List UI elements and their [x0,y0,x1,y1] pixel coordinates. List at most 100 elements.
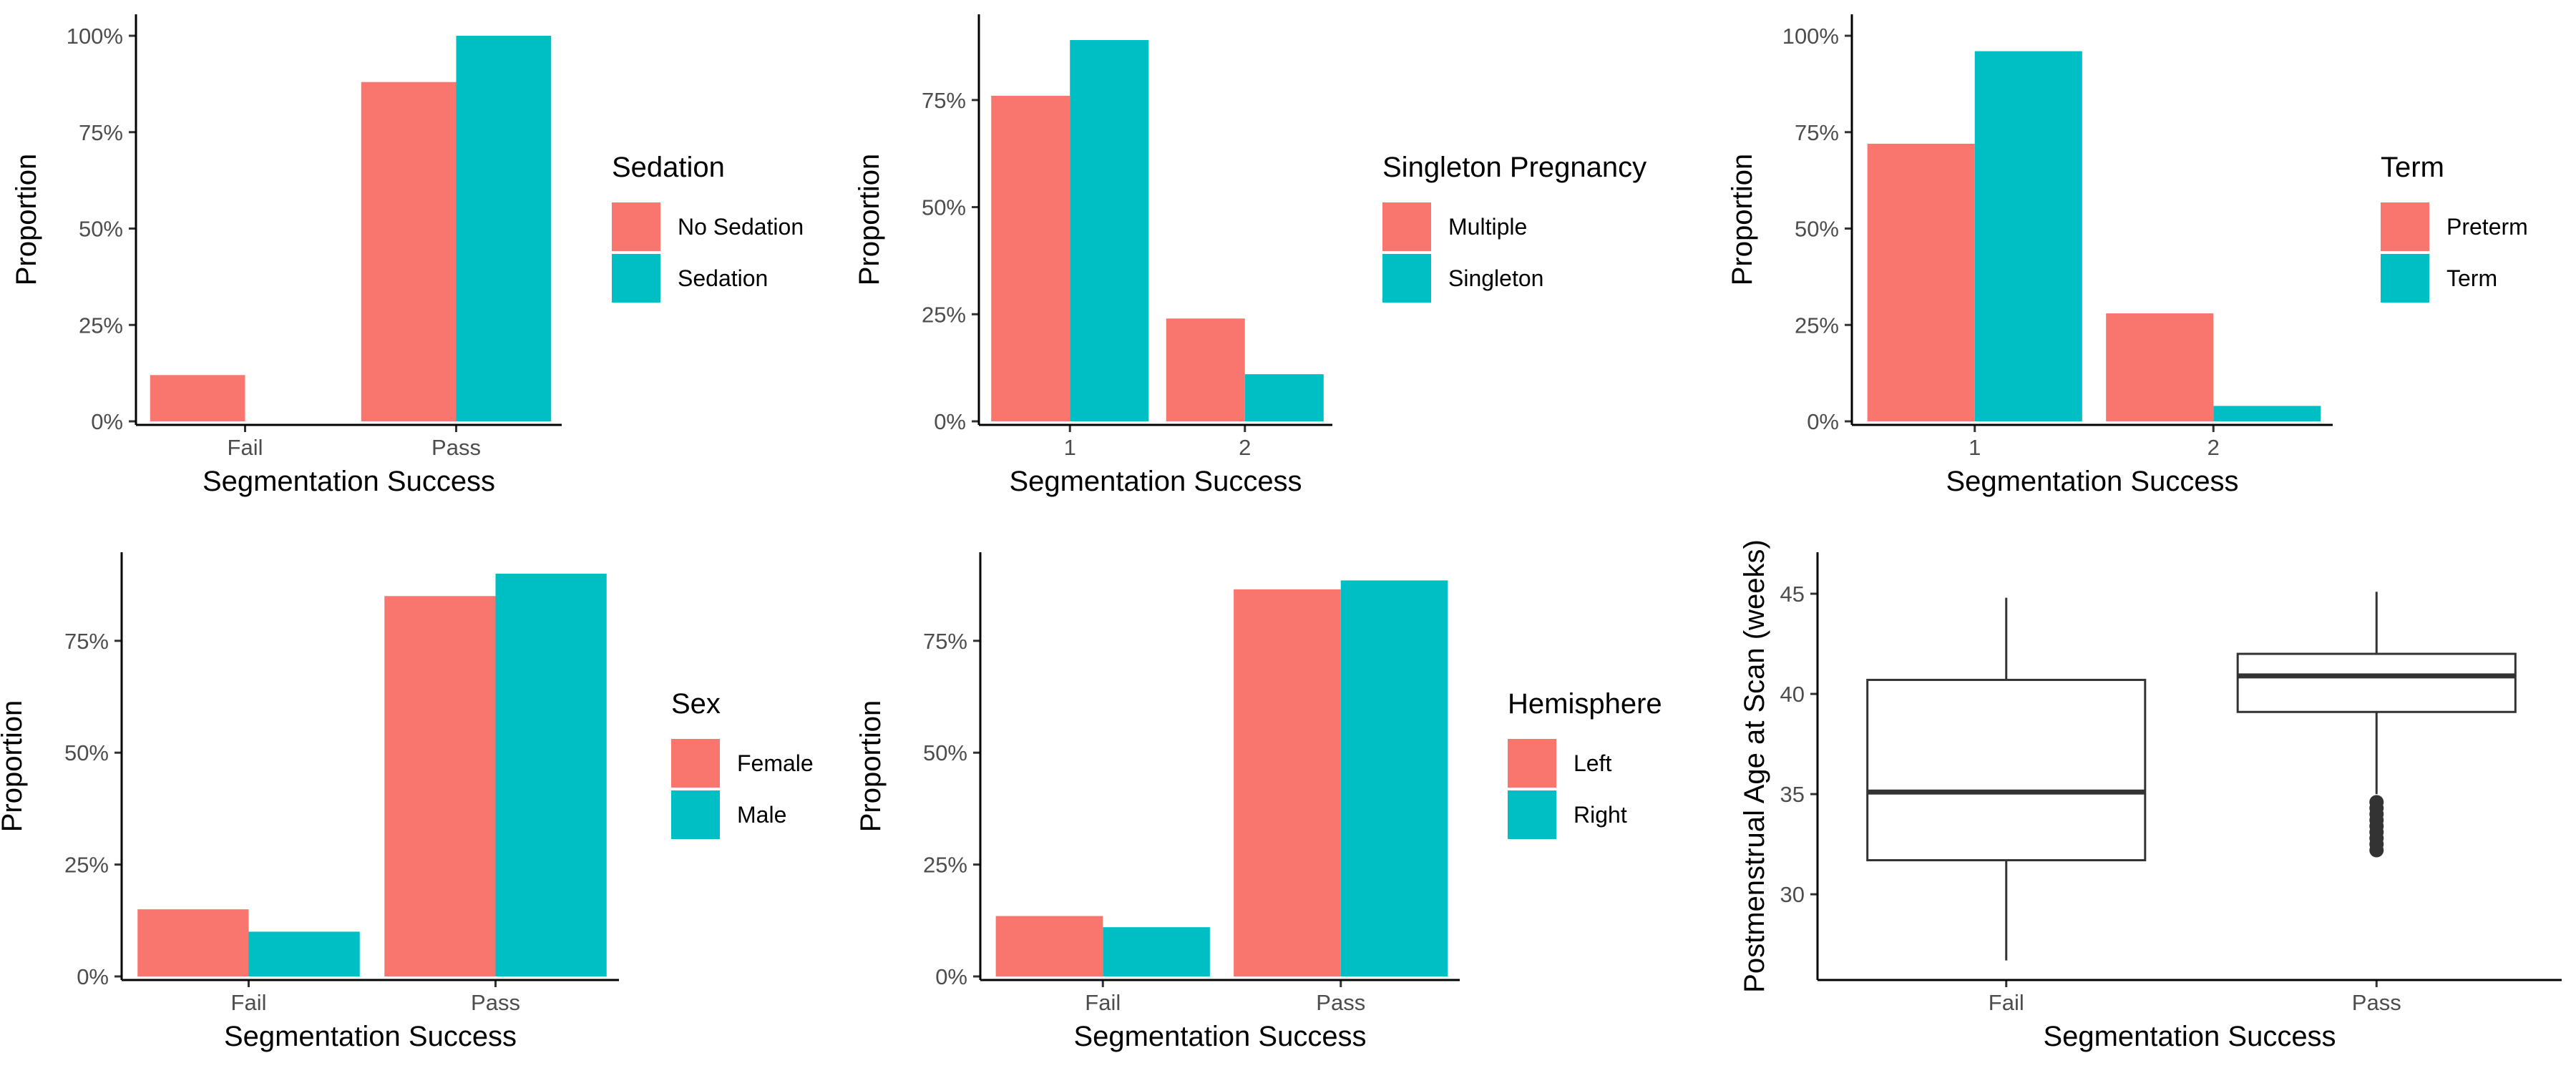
legend-label: Preterm [2446,214,2528,240]
y-tick-label: 75% [79,120,123,145]
x-tick-label: 2 [2207,435,2220,460]
legend-title: Sex [671,688,721,720]
y-tick-label: 25% [79,313,123,338]
x-tick-label: 1 [1064,435,1076,460]
legend-label: Male [737,802,786,828]
y-tick-label: 75% [64,629,109,654]
x-tick-label: Fail [231,990,267,1015]
y-tick-label: 75% [922,88,966,113]
legend-key-swatch [612,202,660,251]
legend-key-swatch [2381,202,2429,251]
y-axis-title: Proportion [1727,154,1758,286]
chart-panel-4: 0% 25% 50% 75% Fail Pass Segmentation Success P… [0,552,814,1052]
y-axis-title: Postmenstrual Age at Scan (weeks) [1739,539,1770,993]
bar-no-sedation-1 [361,82,457,422]
x-tick-label: Fail [228,435,263,460]
y-tick-label: 0% [91,409,123,434]
bar-left-1 [1234,589,1341,976]
y-tick-label: 0% [77,964,109,989]
y-tick-label: 50% [923,740,967,765]
y-tick-label: 100% [1782,24,1839,49]
bar-multiple-0 [991,95,1070,421]
y-tick-label: 50% [1795,217,1839,242]
chart-panel-5: 0% 25% 50% 75% Fail Pass Segmentation Success P… [855,552,1662,1052]
legend: Singleton Pregnancy Multiple Singleton [1382,152,1646,303]
legend-key-swatch [671,790,720,839]
x-tick-label: Fail [1989,990,2024,1015]
legend-key-swatch [1508,739,1556,788]
legend-label: Right [1574,802,1627,828]
bar-preterm-0 [1867,143,1975,422]
y-tick-label: 45 [1780,582,1805,607]
legend-title: Sedation [612,152,725,183]
box-iqr-1 [2236,652,2517,713]
chart-panel-3: 0% 25% 50% 75% 100% 1 2 Segmentation Success Pro… [1727,14,2528,497]
x-axis-title: Segmentation Success [224,1021,517,1052]
y-tick-label: 25% [1795,313,1839,338]
legend: Hemisphere Left Right [1508,688,1662,839]
x-tick-label: Fail [1085,990,1121,1015]
legend-key-swatch [1508,790,1556,839]
legend-label: Left [1574,750,1611,776]
bar-multiple-1 [1166,318,1245,421]
legend-label: Singleton [1448,265,1543,291]
x-axis-title: Segmentation Success [2043,1021,2336,1052]
y-tick-label: 50% [79,217,123,242]
legend-label: Multiple [1448,214,1527,240]
x-tick-label: Pass [431,435,481,460]
y-tick-label: 25% [922,302,966,327]
y-tick-label: 100% [67,24,123,49]
bar-singleton-1 [1244,374,1324,421]
chart-panel-6: 30 35 40 45 Fail Pass Segmentation Success Post… [1739,539,2562,1052]
y-axis-title: Proportion [854,154,885,286]
y-axis-title: Proportion [11,154,42,286]
legend: Term Preterm Term [2381,152,2528,303]
x-axis-title: Segmentation Success [1009,466,1302,497]
bar-sedation-1 [456,36,552,421]
legend-key-swatch [1382,202,1431,251]
bar-term-1 [2213,406,2321,421]
x-tick-label: Pass [471,990,520,1015]
legend-title: Singleton Pregnancy [1382,152,1646,183]
legend: Sedation No Sedation Sedation [612,152,804,303]
bar-male-1 [495,574,607,976]
y-tick-label: 75% [1795,120,1839,145]
legend: Sex Female Male [671,688,814,839]
legend-title: Term [2381,152,2444,183]
legend-key-swatch [671,739,720,788]
legend-label: Sedation [678,265,768,291]
x-axis-title: Segmentation Success [1073,1021,1366,1052]
x-tick-label: Pass [2352,990,2401,1015]
y-axis-title: Proportion [0,700,28,833]
box-outlier-point [2369,795,2384,810]
x-axis-title: Segmentation Success [203,466,495,497]
x-tick-label: 2 [1239,435,1251,460]
y-tick-label: 30 [1780,882,1805,907]
x-axis-title: Segmentation Success [1946,466,2238,497]
y-tick-label: 0% [935,964,967,989]
y-tick-label: 50% [64,740,109,765]
y-tick-label: 25% [64,853,109,878]
chart-panel-2: 0% 25% 50% 75% 1 2 Segmentation Success Proport… [854,14,1646,497]
chart-panel-1: 0% 25% 50% 75% 100% Fail Pass Segmentation Succ… [11,14,804,497]
box-iqr-0 [1866,678,2147,862]
bar-preterm-1 [2106,313,2214,421]
legend-label: Term [2446,265,2497,291]
y-tick-label: 50% [922,195,966,220]
legend-label: No Sedation [678,214,804,240]
y-tick-label: 25% [923,853,967,878]
legend-key-swatch [2381,254,2429,303]
x-tick-label: Pass [1316,990,1365,1015]
y-tick-label: 35 [1780,782,1805,807]
bar-term-0 [1974,51,2082,421]
bar-female-1 [384,596,496,976]
legend-key-swatch [612,254,660,303]
y-axis-title: Proportion [855,700,887,833]
y-tick-label: 0% [934,409,966,434]
x-tick-label: 1 [1968,435,1981,460]
y-tick-label: 0% [1807,409,1839,434]
bar-singleton-0 [1070,39,1149,421]
bar-right-0 [1103,927,1210,976]
legend-key-swatch [1382,254,1431,303]
